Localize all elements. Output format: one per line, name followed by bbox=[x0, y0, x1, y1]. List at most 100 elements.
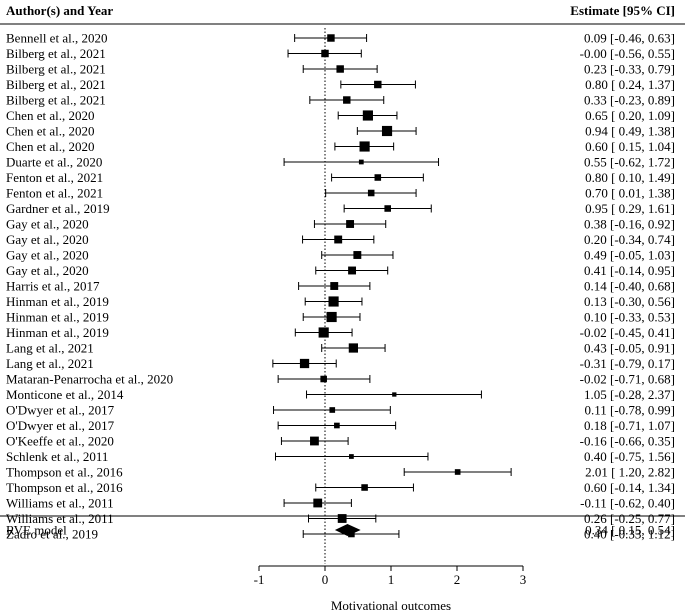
study-estimate: 0.10 [-0.33, 0.53] bbox=[584, 310, 675, 325]
study-estimate: -0.11 [-0.62, 0.40] bbox=[580, 496, 675, 511]
study-label: Gay et al., 2020 bbox=[6, 263, 89, 278]
study-label: Gay et al., 2020 bbox=[6, 232, 89, 247]
study-estimate: 0.65 [ 0.20, 1.09] bbox=[585, 108, 675, 123]
study-estimate: 0.33 [-0.23, 0.89] bbox=[584, 93, 675, 108]
study-label: Schlenk et al., 2011 bbox=[6, 449, 108, 464]
study-label: Monticone et al., 2014 bbox=[6, 387, 124, 402]
study-label: Hinman et al., 2019 bbox=[6, 325, 109, 340]
study-label: Chen et al., 2020 bbox=[6, 124, 94, 139]
study-estimate: 0.80 [ 0.24, 1.37] bbox=[585, 77, 675, 92]
summary-label: RVE model bbox=[6, 523, 67, 538]
study-label: Fenton et al., 2021 bbox=[6, 170, 103, 185]
study-label: Duarte et al., 2020 bbox=[6, 155, 102, 170]
study-estimate: -0.16 [-0.66, 0.35] bbox=[580, 434, 675, 449]
point-estimate bbox=[320, 375, 327, 383]
study-label: Lang et al., 2021 bbox=[6, 341, 94, 356]
point-estimate bbox=[313, 498, 323, 508]
study-rows: Bennell et al., 2020 0.09 [-0.46, 0.63] Bi… bbox=[6, 28, 675, 564]
study-estimate: 0.11 [-0.78, 0.99] bbox=[584, 403, 675, 418]
study-label: Williams et al., 2011 bbox=[6, 511, 114, 526]
point-estimate bbox=[381, 125, 393, 137]
study-estimate: 0.60 [ 0.15, 1.04] bbox=[585, 139, 675, 154]
point-estimate bbox=[337, 514, 347, 523]
point-estimate bbox=[359, 141, 370, 152]
point-estimate bbox=[343, 96, 351, 104]
study-label: Gay et al., 2020 bbox=[6, 217, 89, 232]
study-label: Bilberg et al., 2021 bbox=[6, 77, 106, 92]
study-label: Harris et al., 2017 bbox=[6, 279, 100, 294]
point-estimate bbox=[454, 469, 461, 475]
study-label: Lang et al., 2021 bbox=[6, 356, 94, 371]
point-estimate bbox=[329, 407, 336, 413]
point-estimate bbox=[310, 436, 319, 446]
study-estimate: 0.80 [ 0.10, 1.49] bbox=[585, 170, 675, 185]
point-estimate bbox=[358, 159, 364, 165]
study-estimate: 0.13 [-0.30, 0.56] bbox=[584, 294, 675, 309]
study-estimate: -0.02 [-0.45, 0.41] bbox=[580, 325, 675, 340]
point-estimate bbox=[349, 454, 354, 459]
point-estimate bbox=[392, 392, 397, 397]
study-estimate: 0.14 [-0.40, 0.68] bbox=[584, 279, 675, 294]
study-label: Thompson et al., 2016 bbox=[6, 465, 123, 480]
x-axis: -1 0 1 2 3 bbox=[254, 565, 527, 587]
point-estimate bbox=[299, 358, 310, 369]
study-estimate: 0.18 [-0.71, 1.07] bbox=[584, 418, 675, 433]
study-estimate: -0.00 [-0.56, 0.55] bbox=[580, 46, 675, 61]
x-tick-label: 1 bbox=[388, 572, 395, 587]
point-estimate bbox=[374, 174, 382, 181]
x-tick-label: 3 bbox=[520, 572, 527, 587]
point-estimate bbox=[318, 327, 329, 338]
point-estimate bbox=[330, 282, 339, 290]
study-label: Williams et al., 2011 bbox=[6, 496, 114, 511]
study-estimate: 1.05 [-0.28, 2.37] bbox=[584, 387, 675, 402]
point-estimate bbox=[367, 189, 375, 197]
study-estimate: 0.43 [-0.05, 0.91] bbox=[584, 341, 675, 356]
point-estimate bbox=[326, 311, 337, 323]
study-label: Bilberg et al., 2021 bbox=[6, 93, 106, 108]
study-label: Hinman et al., 2019 bbox=[6, 310, 109, 325]
point-estimate bbox=[384, 205, 391, 212]
study-label: Zadro et al., 2019 bbox=[6, 527, 98, 542]
study-estimate: 0.40 [-0.75, 1.56] bbox=[584, 449, 675, 464]
point-estimate bbox=[334, 422, 340, 429]
study-label: Bennell et al., 2020 bbox=[6, 31, 107, 46]
study-estimate: 0.20 [-0.34, 0.74] bbox=[584, 232, 675, 247]
point-estimate bbox=[321, 49, 329, 58]
point-estimate bbox=[327, 34, 335, 42]
header-author-year: Author(s) and Year bbox=[6, 3, 113, 18]
study-label: Bilberg et al., 2021 bbox=[6, 62, 106, 77]
study-label: Fenton et al., 2021 bbox=[6, 186, 103, 201]
study-estimate: 0.26 [-0.25, 0.77] bbox=[584, 511, 675, 526]
point-estimate bbox=[348, 343, 359, 353]
study-estimate: 0.40 [-0.33, 1.12] bbox=[584, 527, 675, 542]
study-label: Hinman et al., 2019 bbox=[6, 294, 109, 309]
study-estimate: 0.41 [-0.14, 0.95] bbox=[584, 263, 675, 278]
x-tick-label: 2 bbox=[454, 572, 461, 587]
study-label: O'Dwyer et al., 2017 bbox=[6, 403, 115, 418]
study-label: O'Dwyer et al., 2017 bbox=[6, 418, 115, 433]
point-estimate bbox=[328, 296, 339, 307]
study-label: Thompson et al., 2016 bbox=[6, 480, 123, 495]
point-estimate bbox=[336, 65, 344, 73]
x-axis-label: Motivational outcomes bbox=[331, 598, 451, 613]
point-estimate bbox=[353, 251, 362, 259]
study-label: O'Keeffe et al., 2020 bbox=[6, 434, 114, 449]
x-tick-label: -1 bbox=[254, 572, 265, 587]
study-label: Chen et al., 2020 bbox=[6, 108, 94, 123]
point-estimate bbox=[334, 235, 343, 244]
study-estimate: 0.94 [ 0.49, 1.38] bbox=[585, 124, 675, 139]
summary-row: RVE model 0.34 [ 0.15, 0.54] bbox=[6, 523, 675, 538]
study-estimate: 0.95 [ 0.29, 1.61] bbox=[585, 201, 675, 216]
study-estimate: 0.55 [-0.62, 1.72] bbox=[584, 155, 675, 170]
point-estimate bbox=[346, 220, 355, 228]
study-label: Mataran-Penarrocha et al., 2020 bbox=[6, 372, 173, 387]
study-label: Gay et al., 2020 bbox=[6, 248, 89, 263]
study-estimate: 2.01 [ 1.20, 2.82] bbox=[585, 465, 675, 480]
study-estimate: -0.31 [-0.79, 0.17] bbox=[580, 356, 675, 371]
point-estimate bbox=[362, 110, 373, 121]
study-label: Chen et al., 2020 bbox=[6, 139, 94, 154]
study-label: Gardner et al., 2019 bbox=[6, 201, 110, 216]
study-estimate: -0.02 [-0.71, 0.68] bbox=[580, 372, 675, 387]
study-label: Bilberg et al., 2021 bbox=[6, 46, 106, 61]
